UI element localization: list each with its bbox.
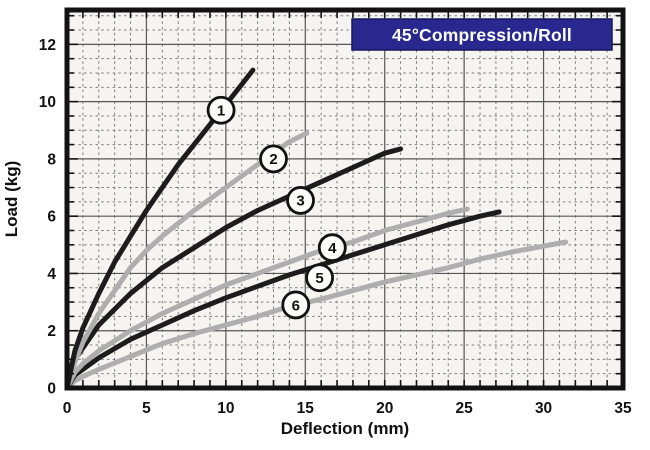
- y-tick-label: 2: [47, 323, 56, 340]
- y-tick-label: 6: [47, 209, 56, 226]
- curve-label-circle-3: [286, 186, 315, 215]
- curve-label-circle-5: [305, 263, 334, 293]
- curve-label-number-1: 1: [217, 103, 225, 120]
- curve-label-number-6: 6: [292, 297, 300, 314]
- curve-label-circle-1: [206, 95, 236, 125]
- x-tick-label: 30: [535, 400, 552, 417]
- x-tick-label: 5: [142, 400, 151, 417]
- y-tick-label: 12: [39, 37, 56, 54]
- y-tick-label: 4: [47, 266, 56, 283]
- y-tick-label: 10: [39, 94, 56, 111]
- curve-5: [64, 209, 502, 391]
- curve-label-number-5: 5: [315, 270, 323, 287]
- x-tick-label: 15: [297, 400, 315, 417]
- curve-label-circle-2: [259, 144, 288, 174]
- curve-label-2: 2: [259, 144, 288, 174]
- x-tick-label: 0: [63, 400, 72, 417]
- curve-label-4: 4: [317, 233, 347, 263]
- curve-6: [64, 239, 569, 391]
- curve-label-number-4: 4: [328, 240, 337, 257]
- y-tick-label: 0: [47, 381, 56, 398]
- curve-label-number-2: 2: [269, 151, 277, 168]
- curves-layer: [64, 67, 569, 391]
- curve-2: [64, 130, 310, 391]
- curve-label-number-3: 3: [296, 193, 304, 210]
- curve-label-5: 5: [305, 263, 334, 293]
- y-tick-label: 8: [47, 151, 56, 168]
- chart-title: 45°Compression/Roll: [392, 25, 572, 45]
- curve-number-badges: 1 2 3 456: [206, 95, 347, 320]
- x-tick-label: 35: [614, 400, 632, 417]
- curve-label-circle-6: [281, 290, 311, 320]
- chart-title-box: [351, 18, 613, 51]
- x-tick-label: 10: [217, 400, 234, 417]
- curve-label-circle-4: [317, 233, 347, 263]
- curve-4: [64, 206, 470, 391]
- x-tick-label: 25: [456, 400, 474, 417]
- x-tick-label: 20: [376, 400, 393, 417]
- x-axis-title: Deflection (mm): [281, 419, 409, 438]
- y-axis-title: Load (kg): [2, 161, 21, 238]
- plot-frame: [64, 7, 626, 391]
- curve-3: [64, 146, 404, 391]
- curve-label-6: 6: [281, 290, 311, 320]
- curve-label-1: 1: [206, 95, 236, 125]
- curve-label-3: 3: [286, 186, 315, 215]
- tick-marks: [66, 12, 624, 389]
